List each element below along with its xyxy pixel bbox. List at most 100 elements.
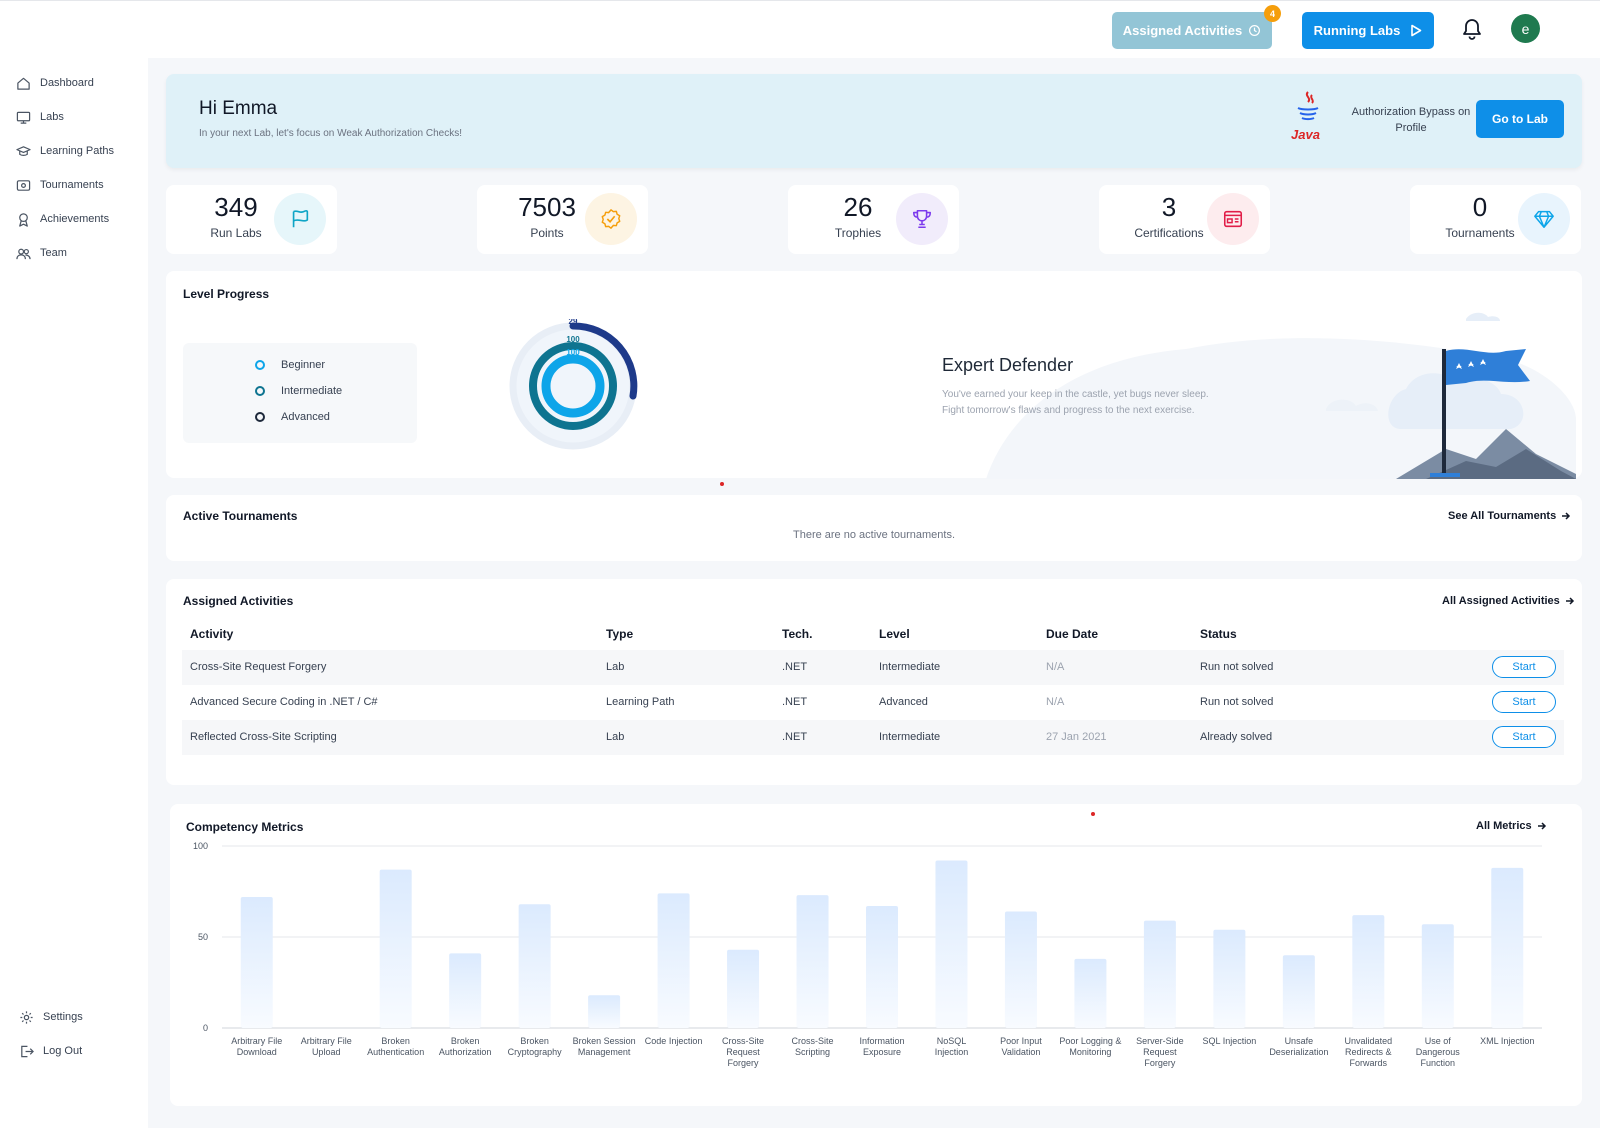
bar[interactable]	[935, 860, 968, 1028]
column-header: Tech.	[782, 627, 813, 641]
trophy-icon	[912, 209, 932, 229]
x-tick-label: NoSQL	[937, 1036, 967, 1046]
start-button[interactable]: Start	[1492, 656, 1556, 678]
x-tick-label: Forgery	[728, 1058, 760, 1068]
badge-check-icon	[601, 209, 621, 229]
all-metrics-link[interactable]: All Metrics	[1476, 820, 1547, 832]
x-tick-label: Cryptography	[508, 1047, 563, 1057]
all-assigned-activities-link[interactable]: All Assigned Activities	[1442, 595, 1575, 607]
x-tick-label: Function	[1421, 1058, 1456, 1068]
bar[interactable]	[1143, 920, 1176, 1028]
level-progress-donut: 29 100 100	[509, 319, 638, 450]
sidebar-item-label: Achievements	[40, 213, 110, 225]
bar[interactable]	[657, 893, 690, 1028]
table-row: Advanced Secure Coding in .NET / C# Lear…	[182, 685, 1564, 720]
x-tick-label: Scripting	[795, 1047, 830, 1057]
assigned-activities-card: Assigned Activities All Assigned Activit…	[166, 579, 1582, 785]
bar[interactable]	[1491, 867, 1524, 1028]
bar[interactable]	[240, 896, 273, 1028]
start-button[interactable]: Start	[1492, 691, 1556, 713]
intermediate-value: 100	[566, 335, 580, 344]
bar[interactable]	[1213, 929, 1246, 1028]
sidebar: Dashboard Labs Learning Paths Tournament…	[0, 58, 148, 1128]
sidebar-item-dashboard[interactable]: Dashboard	[16, 72, 94, 94]
legend-marker	[255, 412, 265, 422]
sidebar-item-label: Settings	[43, 1011, 83, 1023]
activity-cell: Reflected Cross-Site Scripting	[190, 731, 337, 743]
bar[interactable]	[1282, 955, 1315, 1028]
bar[interactable]	[518, 904, 551, 1028]
bar[interactable]	[588, 995, 621, 1028]
castle-flag-illustration	[986, 312, 1576, 479]
sidebar-item-settings[interactable]: Settings	[19, 1006, 83, 1028]
type-cell: Lab	[606, 731, 625, 743]
legend-marker	[255, 386, 265, 396]
bar[interactable]	[1352, 915, 1385, 1028]
stat-label: Trophies	[834, 226, 882, 240]
x-tick-label: Request	[726, 1047, 760, 1057]
see-all-tournaments-label: See All Tournaments	[1448, 510, 1557, 522]
sidebar-item-labs[interactable]: Labs	[16, 106, 64, 128]
graduation-cap-icon	[16, 145, 31, 156]
x-tick-label: Code Injection	[645, 1036, 703, 1046]
tech-cell: .NET	[782, 696, 808, 708]
sidebar-item-team[interactable]: Team	[16, 242, 67, 264]
assigned-activities-button[interactable]: Assigned Activities	[1112, 12, 1272, 49]
start-button[interactable]: Start	[1492, 726, 1556, 748]
assigned-activities-title: Assigned Activities	[183, 594, 294, 608]
bar[interactable]	[379, 869, 412, 1028]
level-cell: Advanced	[879, 696, 928, 708]
x-tick-label: Dangerous	[1416, 1047, 1461, 1057]
x-tick-label: Unvalidated	[1345, 1036, 1393, 1046]
bar[interactable]	[1421, 924, 1454, 1028]
sidebar-item-logout[interactable]: Log Out	[19, 1040, 82, 1062]
level-progress-card: Level Progress Beginner Intermediate Adv…	[166, 271, 1582, 479]
bar[interactable]	[727, 949, 760, 1028]
advanced-value: 29	[569, 319, 578, 326]
greeting-title: Hi Emma	[199, 98, 278, 119]
empty-state-text: There are no active tournaments.	[792, 529, 956, 541]
running-labs-button[interactable]: Running Labs	[1302, 12, 1434, 49]
stat-card-points: 7503 Points	[477, 185, 648, 254]
stat-value: 3	[1161, 192, 1177, 222]
stat-label: Run Labs	[210, 226, 262, 240]
legend-label: Advanced	[281, 411, 330, 423]
stat-label: Points	[530, 226, 564, 240]
x-tick-label: Unsafe	[1285, 1036, 1314, 1046]
java-logo-icon	[1297, 91, 1319, 121]
bell-icon[interactable]	[1461, 17, 1483, 41]
bar[interactable]	[866, 906, 898, 1028]
sidebar-item-label: Dashboard	[40, 77, 94, 89]
bar[interactable]	[449, 953, 482, 1028]
avatar[interactable]: e	[1511, 14, 1540, 43]
sidebar-item-achievements[interactable]: Achievements	[16, 208, 109, 230]
legend-marker	[255, 360, 265, 370]
java-logo-text: Java	[1291, 127, 1320, 142]
bar[interactable]	[1074, 958, 1107, 1028]
stat-label: Certifications	[1134, 226, 1204, 240]
x-tick-label: Arbitrary File	[231, 1036, 282, 1046]
stat-icon-circle	[585, 193, 637, 245]
sidebar-item-label: Labs	[40, 111, 64, 123]
x-tick-label: Redirects &	[1345, 1047, 1392, 1057]
legend-label: Beginner	[281, 359, 326, 371]
sidebar-item-tournaments[interactable]: Tournaments	[16, 174, 104, 196]
stat-value: 349	[214, 192, 258, 222]
greeting-subtitle: In your next Lab, let's focus on Weak Au…	[199, 128, 462, 139]
home-icon	[17, 77, 30, 90]
go-to-lab-button[interactable]: Go to Lab	[1476, 100, 1564, 138]
type-cell: Lab	[606, 661, 625, 673]
bar[interactable]	[796, 895, 829, 1028]
y-tick-label: 50	[198, 932, 208, 942]
sidebar-item-label: Tournaments	[40, 179, 104, 191]
see-all-tournaments-link[interactable]: See All Tournaments	[1448, 510, 1571, 522]
all-assigned-activities-label: All Assigned Activities	[1442, 595, 1560, 607]
running-labs-label: Running Labs	[1313, 23, 1401, 38]
x-tick-label: Authorization	[439, 1047, 492, 1057]
clock-icon	[1249, 25, 1261, 36]
logout-icon	[21, 1045, 34, 1057]
sidebar-item-learning-paths[interactable]: Learning Paths	[16, 140, 114, 162]
stat-icon-circle	[896, 193, 948, 245]
bar[interactable]	[1004, 911, 1037, 1028]
